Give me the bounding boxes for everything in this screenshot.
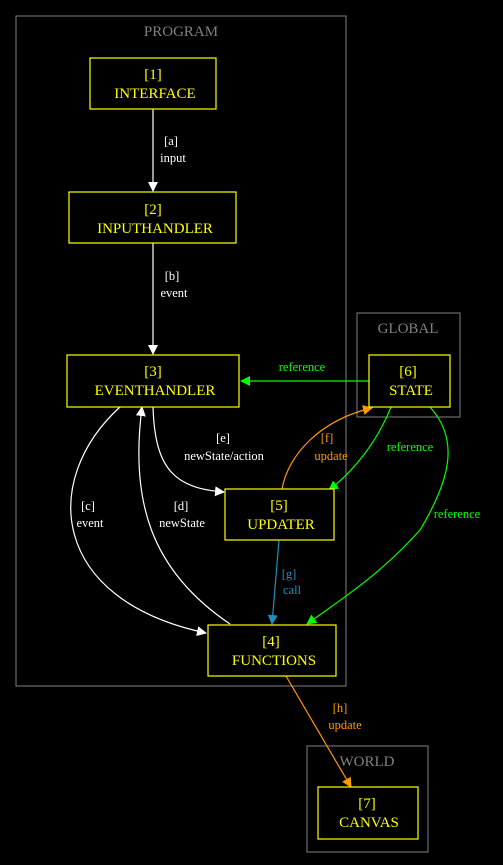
node-canvas-label: CANVAS: [339, 815, 399, 831]
edge-c-tag: [c]: [81, 499, 95, 513]
edge-a-label: input: [160, 151, 186, 165]
edge-g-line: [267, 539, 280, 625]
edge-f: [f] update: [281, 405, 373, 490]
edge-f-tag: [f]: [321, 431, 334, 445]
edge-c: [c] event: [70, 406, 207, 637]
edge-f-line: [281, 405, 373, 490]
edge-reference-eventhandler: reference: [240, 360, 369, 386]
edge-c-line: [70, 406, 207, 637]
node-canvas: [7] CANVAS: [317, 786, 419, 840]
node-updater: [5] UPDATER: [224, 488, 335, 541]
edge-g: [g] call: [267, 539, 302, 625]
node-functions-label: FUNCTIONS: [232, 653, 316, 669]
edge-a: [a] input: [148, 109, 186, 192]
node-eventhandler-box: [66, 354, 240, 408]
edge-e: [e] newState/action: [152, 406, 265, 497]
cluster-program-label: PROGRAM: [144, 24, 218, 40]
node-eventhandler: [3] EVENTHANDLER: [66, 354, 240, 408]
node-functions-number: [4]: [262, 634, 280, 650]
node-inputhandler-box: [68, 191, 237, 244]
edge-reference-functions: reference: [306, 406, 481, 625]
cluster-global-box: [356, 312, 461, 418]
edge-r2-line: [328, 406, 392, 491]
edge-reference-updater: reference: [328, 406, 434, 491]
cluster-global-label: GLOBAL: [378, 321, 439, 337]
edge-h-label: update: [328, 718, 362, 732]
cluster-world-box: [306, 745, 429, 853]
cluster-global: GLOBAL: [356, 312, 461, 418]
edge-h: [h] update: [285, 675, 362, 788]
edge-d-tag: [d]: [174, 499, 189, 513]
node-inputhandler: [2] INPUTHANDLER: [68, 191, 237, 244]
node-updater-number: [5]: [270, 498, 288, 514]
node-functions: [4] FUNCTIONS: [207, 624, 337, 677]
node-interface: [1] INTERFACE: [89, 57, 217, 110]
edge-h-tag: [h]: [333, 701, 348, 715]
edge-d: [d] newState: [135, 406, 231, 625]
node-interface-number: [1]: [144, 67, 162, 83]
node-canvas-number: [7]: [358, 796, 376, 812]
edge-g-label: call: [283, 583, 302, 597]
edge-f-label: update: [314, 449, 348, 463]
edge-r2-label: reference: [387, 440, 434, 454]
node-eventhandler-label: EVENTHANDLER: [95, 383, 216, 399]
edge-c-label: event: [76, 516, 104, 530]
edge-g-tag: [g]: [282, 567, 297, 581]
edge-d-label: newState: [159, 516, 205, 530]
edge-d-line: [135, 406, 231, 625]
node-interface-box: [89, 57, 217, 110]
edge-h-line: [285, 675, 352, 788]
edge-r3-label: reference: [434, 507, 481, 521]
cluster-world-label: WORLD: [340, 754, 395, 770]
node-updater-label: UPDATER: [247, 517, 315, 533]
edge-r1-label: reference: [279, 360, 326, 374]
edge-e-label: newState/action: [184, 449, 265, 463]
edge-b: [b] event: [148, 243, 188, 355]
node-canvas-box: [317, 786, 419, 840]
edge-b-tag: [b]: [165, 269, 180, 283]
node-state-label: STATE: [389, 383, 433, 399]
node-updater-box: [224, 488, 335, 541]
node-inputhandler-number: [2]: [144, 202, 162, 218]
edge-r3-line: [306, 406, 449, 625]
edge-e-tag: [e]: [216, 431, 230, 445]
cluster-world: WORLD: [306, 745, 429, 853]
node-inputhandler-label: INPUTHANDLER: [97, 221, 213, 237]
node-state-box: [368, 354, 451, 408]
node-interface-label: INTERFACE: [114, 86, 195, 102]
edge-e-line: [152, 406, 225, 497]
node-functions-box: [207, 624, 337, 677]
cluster-program: PROGRAM: [15, 15, 347, 687]
node-state: [6] STATE: [368, 354, 451, 408]
cluster-program-box: [15, 15, 347, 687]
node-state-number: [6]: [399, 364, 417, 380]
node-eventhandler-number: [3]: [144, 364, 162, 380]
edge-a-tag: [a]: [164, 134, 178, 148]
edge-b-label: event: [160, 286, 188, 300]
